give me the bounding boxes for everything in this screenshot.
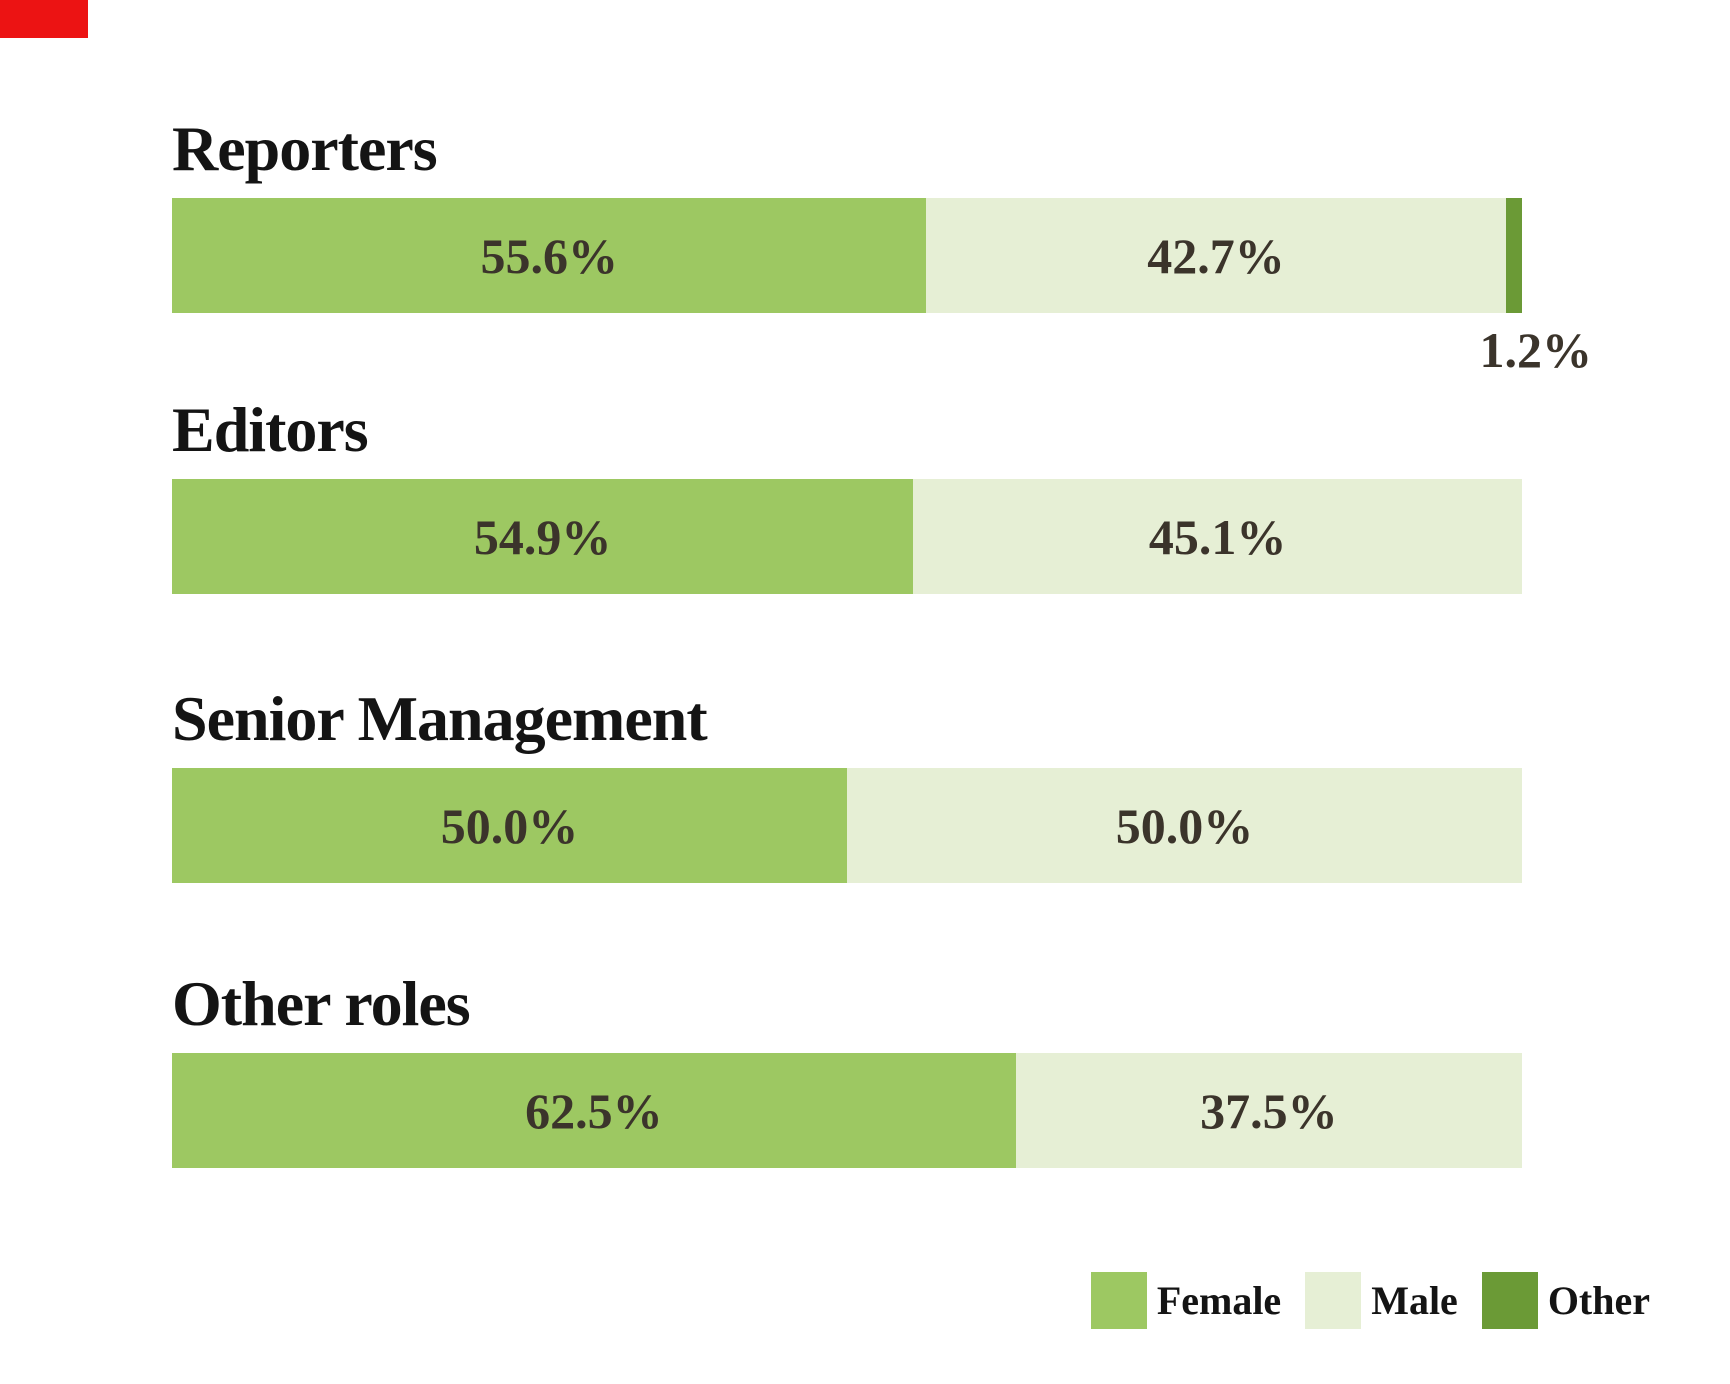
value-label: 50.0% — [1115, 797, 1254, 854]
category-label: Reporters — [172, 113, 438, 184]
bar-segment-female: 54.9% — [172, 479, 914, 594]
stacked-bar: 62.5% 37.5% — [172, 1053, 1522, 1168]
legend-item-female: Female — [1090, 1272, 1282, 1329]
category-label: Editors — [172, 394, 369, 465]
value-label: 62.5% — [525, 1082, 663, 1139]
legend-label: Female — [1156, 1278, 1282, 1323]
category-label: Other roles — [172, 968, 471, 1039]
value-label: 45.1% — [1148, 508, 1287, 565]
bar-segment-other — [1505, 198, 1522, 313]
chart-row-other-roles: Other roles 62.5% 37.5% — [172, 967, 1522, 1168]
chart-row-editors: Editors 54.9% 45.1% — [172, 393, 1522, 594]
male-swatch-icon — [1305, 1272, 1362, 1329]
legend-item-other: Other — [1481, 1272, 1650, 1329]
bar-segment-male: 37.5% — [1015, 1053, 1522, 1168]
value-label: 42.7% — [1147, 227, 1285, 284]
bar-segment-female: 55.6% — [172, 198, 927, 313]
stacked-bar: 55.6% 42.7% — [172, 198, 1522, 313]
bar-segment-male: 50.0% — [847, 768, 1522, 883]
category-label: Senior Management — [172, 683, 708, 754]
value-label: 50.0% — [440, 797, 579, 854]
chart-row-reporters: Reporters 55.6% 42.7% 1.2% — [172, 112, 1592, 378]
female-swatch-icon — [1090, 1272, 1147, 1329]
stacked-bar: 54.9% 45.1% — [172, 479, 1522, 594]
stacked-bar: 50.0% 50.0% — [172, 768, 1522, 883]
value-label-other: 1.2% — [1479, 322, 1593, 378]
bar-segment-female: 62.5% — [172, 1053, 1016, 1168]
bar-segment-male: 45.1% — [913, 479, 1522, 594]
chart-row-senior-management: Senior Management 50.0% 50.0% — [172, 682, 1522, 883]
bar-segment-female: 50.0% — [172, 768, 847, 883]
red-marker — [0, 0, 88, 38]
legend-label: Male — [1371, 1278, 1458, 1323]
legend: Female Male Other — [1090, 1272, 1650, 1329]
legend-item-male: Male — [1305, 1272, 1458, 1329]
value-label: 55.6% — [480, 227, 618, 284]
value-label: 37.5% — [1200, 1082, 1338, 1139]
other-swatch-icon — [1481, 1272, 1538, 1329]
legend-label: Other — [1547, 1278, 1650, 1323]
bar-segment-male: 42.7% — [926, 198, 1506, 313]
value-label: 54.9% — [473, 508, 612, 565]
